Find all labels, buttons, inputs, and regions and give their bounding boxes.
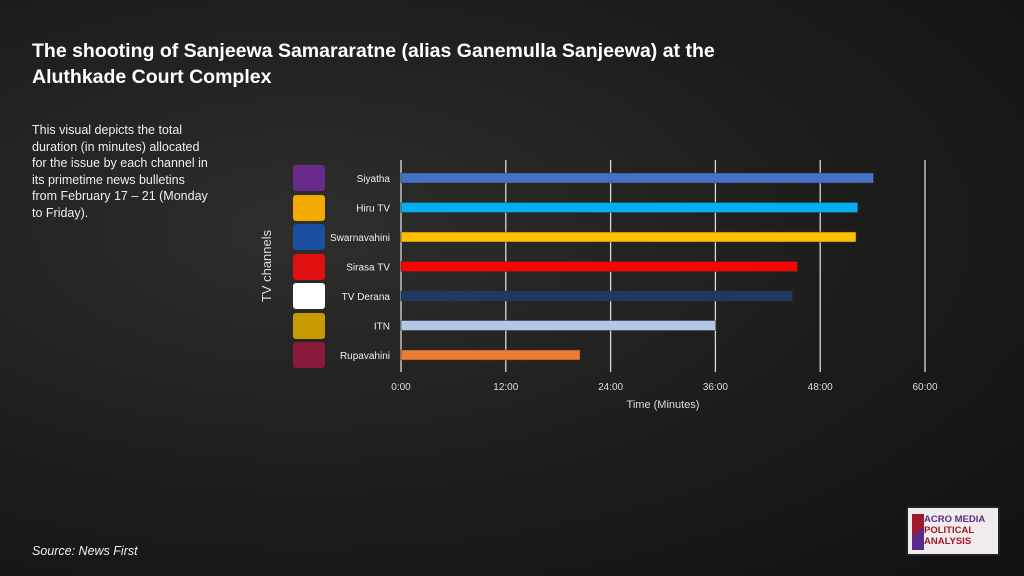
y-tick-label: ITN [374, 322, 390, 333]
channel-logo-hiru-tv [293, 194, 325, 221]
y-tick-label: Swarnavahini [330, 233, 390, 244]
x-tick-label: 48:00 [808, 382, 833, 393]
y-tick-label: Rupavahini [340, 351, 390, 362]
chart-description: This visual depicts the total duration (… [32, 123, 208, 220]
channel-logo-sirasa-tv [293, 253, 325, 280]
y-tick-label: Siyatha [357, 174, 391, 185]
source-note: Source: News First [32, 544, 138, 558]
channel-logo-rupavahini [293, 342, 325, 368]
x-tick-label: 60:00 [912, 382, 937, 393]
x-axis-label: Time (Minutes) [627, 399, 700, 411]
acro-media-logo: ACRO MEDIA POLITICAL ANALYSIS [906, 506, 1000, 556]
x-tick-label: 12:00 [493, 382, 518, 393]
y-tick-label: Sirasa TV [346, 263, 390, 274]
channel-logo-itn [293, 312, 325, 339]
x-tick-label: 36:00 [703, 382, 728, 393]
bar-rupavahini [400, 349, 581, 361]
y-tick-label: TV Derana [342, 292, 391, 303]
bar-tv-derana [400, 290, 793, 302]
bar-swarnavahini [400, 231, 857, 243]
x-tick-label: 0:00 [391, 382, 411, 393]
y-axis-label: TV channels [259, 229, 274, 302]
channel-logo-siyatha [293, 165, 325, 191]
channel-logo-tv-derana [293, 283, 325, 309]
bar-sirasa-tv [400, 261, 798, 272]
channel-logo-swarnavahini [293, 224, 325, 250]
x-tick-label: 24:00 [598, 382, 623, 393]
bar-hiru-tv [400, 202, 859, 213]
bar-siyatha [400, 172, 874, 184]
bar-itn [400, 320, 716, 331]
y-tick-label: Hiru TV [356, 204, 390, 215]
chart-title: The shooting of Sanjeewa Samararatne (al… [32, 40, 715, 88]
